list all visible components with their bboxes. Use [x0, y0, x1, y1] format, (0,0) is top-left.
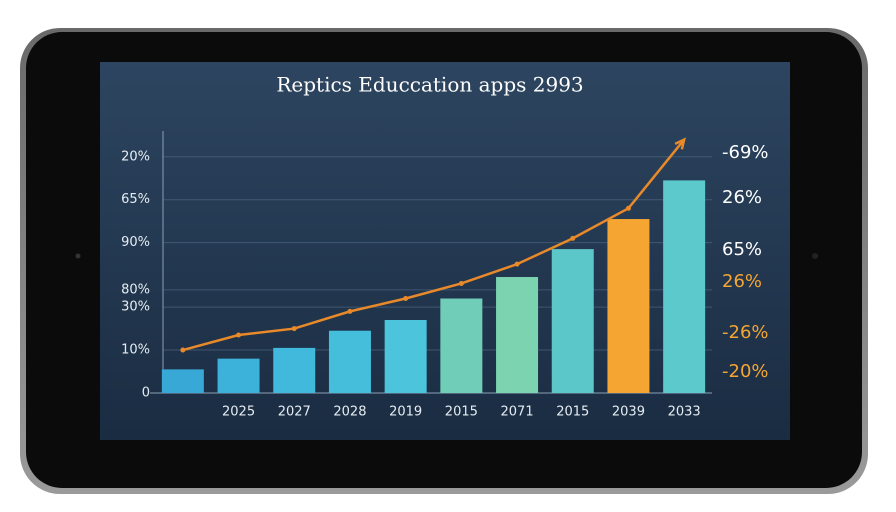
y-tick-label: 30% [121, 300, 150, 315]
x-tick-label: 2039 [612, 405, 645, 420]
annotation: -20% [722, 361, 769, 382]
trend-point [347, 308, 353, 314]
x-tick-label: 2071 [501, 405, 534, 420]
y-tick-label: 65% [121, 192, 150, 207]
x-tick-label: 2015 [556, 405, 589, 420]
annotation: -69% [722, 142, 769, 163]
annotation: 65% [722, 239, 762, 260]
bar [607, 219, 650, 393]
bar [384, 319, 427, 393]
x-tick-label: 2019 [389, 405, 422, 420]
y-tick-label: 0 [142, 386, 150, 401]
bar [328, 330, 371, 393]
arrow-head [674, 137, 686, 150]
bar [217, 358, 260, 393]
x-tick-label: 2015 [445, 405, 478, 420]
y-tick-label: 90% [121, 235, 150, 250]
chart-title: Reptics Educcation apps 2993 [276, 73, 583, 97]
trend-point [458, 280, 464, 286]
annotation: -26% [722, 322, 769, 343]
trend-point [291, 326, 297, 332]
trend-point [570, 235, 576, 241]
bar [440, 298, 483, 393]
x-tick-label: 2027 [278, 405, 311, 420]
annotation: 26% [722, 271, 762, 292]
trend-point [625, 205, 631, 211]
camera [75, 253, 81, 259]
bar [161, 369, 204, 393]
trend-point [236, 332, 242, 338]
x-tick-label: 2028 [333, 405, 366, 420]
annotation: 26% [722, 187, 762, 208]
y-tick-label: 10% [121, 343, 150, 358]
trend-point [403, 296, 409, 302]
bar [551, 249, 594, 393]
trend-point [180, 347, 186, 353]
y-tick-label: 20% [121, 149, 150, 164]
x-tick-label: 2033 [668, 405, 701, 420]
sensor [812, 253, 818, 259]
bar [273, 347, 316, 393]
trend-line [182, 138, 686, 352]
trend-point [514, 261, 520, 267]
y-tick-label: 80% [121, 282, 150, 297]
x-tick-label: 2025 [222, 405, 255, 420]
bar [663, 180, 706, 393]
bar [496, 277, 539, 393]
